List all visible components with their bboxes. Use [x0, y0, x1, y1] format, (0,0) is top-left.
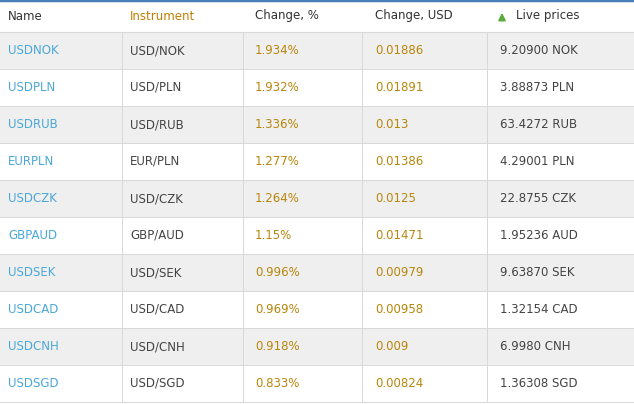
Bar	[0, 291, 634, 328]
Text: 0.00979: 0.00979	[375, 266, 424, 279]
Bar	[0, 32, 634, 69]
Text: USDCAD: USDCAD	[8, 303, 58, 316]
Text: 1.932%: 1.932%	[255, 81, 300, 94]
Text: 0.009: 0.009	[375, 340, 408, 353]
Text: 0.996%: 0.996%	[255, 266, 300, 279]
Text: 1.36308 SGD: 1.36308 SGD	[500, 377, 578, 390]
Text: 1.264%: 1.264%	[255, 192, 300, 205]
Bar	[0, 254, 634, 291]
Text: 4.29001 PLN: 4.29001 PLN	[500, 155, 574, 168]
Text: 1.15%: 1.15%	[255, 229, 292, 242]
Text: USDPLN: USDPLN	[8, 81, 55, 94]
Text: 1.95236 AUD: 1.95236 AUD	[500, 229, 578, 242]
Bar	[0, 180, 634, 217]
Bar	[0, 217, 634, 254]
Text: USD/PLN: USD/PLN	[130, 81, 181, 94]
Text: USD/CZK: USD/CZK	[130, 192, 183, 205]
Text: USDSEK: USDSEK	[8, 266, 55, 279]
Bar	[0, 106, 634, 143]
Text: 63.4272 RUB: 63.4272 RUB	[500, 118, 577, 131]
Text: Change, USD: Change, USD	[375, 10, 453, 23]
Text: USD/CAD: USD/CAD	[130, 303, 184, 316]
Bar	[0, 143, 634, 180]
Text: 1.32154 CAD: 1.32154 CAD	[500, 303, 578, 316]
Text: USD/RUB: USD/RUB	[130, 118, 184, 131]
Text: 1.934%: 1.934%	[255, 44, 300, 57]
Text: 0.969%: 0.969%	[255, 303, 300, 316]
Text: 0.918%: 0.918%	[255, 340, 300, 353]
Bar	[0, 0, 634, 32]
Text: EURPLN: EURPLN	[8, 155, 55, 168]
Text: 1.336%: 1.336%	[255, 118, 300, 131]
Text: 9.20900 NOK: 9.20900 NOK	[500, 44, 578, 57]
Text: 1.277%: 1.277%	[255, 155, 300, 168]
Text: 6.9980 CNH: 6.9980 CNH	[500, 340, 571, 353]
Text: USD/NOK: USD/NOK	[130, 44, 184, 57]
Text: 0.0125: 0.0125	[375, 192, 416, 205]
Text: 22.8755 CZK: 22.8755 CZK	[500, 192, 576, 205]
Text: USDSGD: USDSGD	[8, 377, 58, 390]
Text: EUR/PLN: EUR/PLN	[130, 155, 180, 168]
Text: USD/SEK: USD/SEK	[130, 266, 181, 279]
Text: 0.013: 0.013	[375, 118, 408, 131]
Text: 9.63870 SEK: 9.63870 SEK	[500, 266, 574, 279]
Text: GBP/AUD: GBP/AUD	[130, 229, 184, 242]
Text: 0.01886: 0.01886	[375, 44, 424, 57]
Text: 0.01471: 0.01471	[375, 229, 424, 242]
Text: 0.01386: 0.01386	[375, 155, 424, 168]
Text: Name: Name	[8, 10, 42, 23]
Text: USD/SGD: USD/SGD	[130, 377, 184, 390]
Text: USDRUB: USDRUB	[8, 118, 58, 131]
Text: 0.01891: 0.01891	[375, 81, 424, 94]
Text: USD/CNH: USD/CNH	[130, 340, 184, 353]
Text: USDCNH: USDCNH	[8, 340, 59, 353]
Bar	[0, 365, 634, 402]
Text: 3.88873 PLN: 3.88873 PLN	[500, 81, 574, 94]
Text: USDCZK: USDCZK	[8, 192, 57, 205]
Text: USDNOK: USDNOK	[8, 44, 58, 57]
Bar	[0, 328, 634, 365]
Text: Change, %: Change, %	[255, 10, 319, 23]
Text: 0.00824: 0.00824	[375, 377, 424, 390]
Text: Instrument: Instrument	[130, 10, 195, 23]
Text: Live prices: Live prices	[516, 10, 579, 23]
Bar	[0, 69, 634, 106]
Text: 0.00958: 0.00958	[375, 303, 423, 316]
Text: 0.833%: 0.833%	[255, 377, 299, 390]
Text: GBPAUD: GBPAUD	[8, 229, 57, 242]
